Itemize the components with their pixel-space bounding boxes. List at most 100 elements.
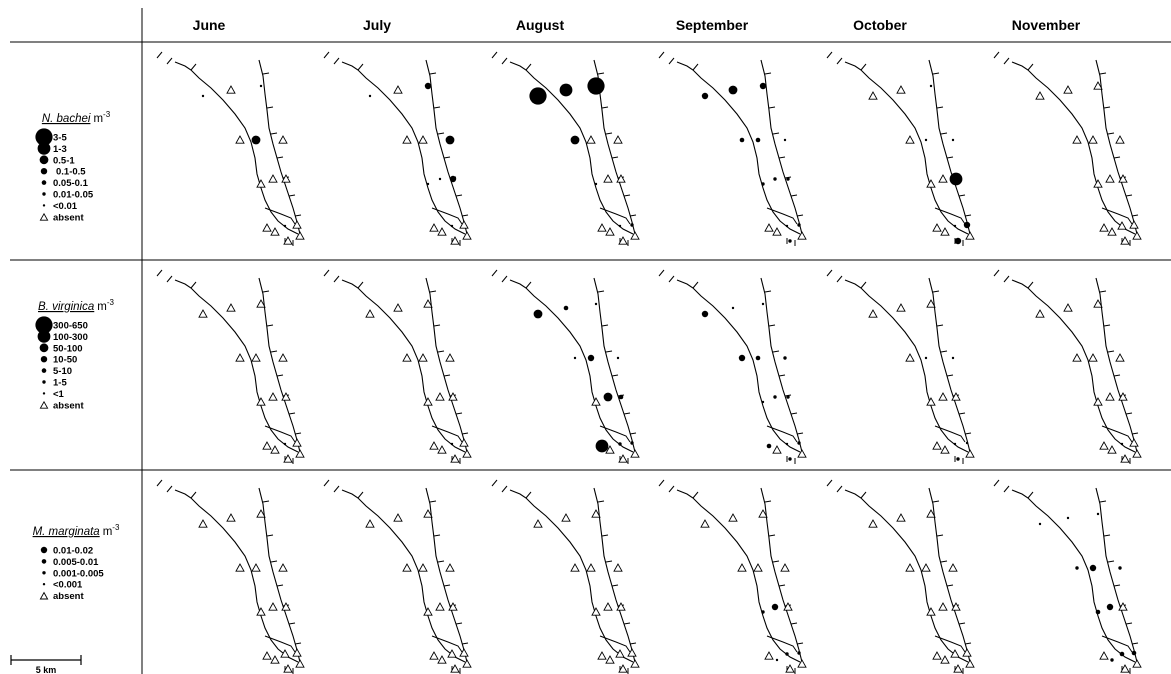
abundance-marker — [755, 137, 761, 143]
absent-marker — [437, 445, 447, 454]
jetty-tick — [323, 269, 330, 277]
absent-marker — [591, 509, 601, 518]
jetty-tick — [796, 642, 804, 645]
legend-circle-symbol — [35, 316, 53, 334]
absent-marker — [950, 649, 960, 658]
species-unit-exponent: -3 — [107, 298, 115, 307]
absent-marker — [251, 563, 261, 572]
abundance-marker — [449, 175, 457, 183]
map-2-november — [993, 479, 1142, 674]
legend-label: 0.005-0.01 — [53, 557, 99, 568]
jetty-tick — [190, 491, 197, 499]
absent-marker — [597, 651, 607, 660]
abundance-marker — [1119, 651, 1125, 657]
inlet-line — [934, 635, 966, 653]
absent-marker — [402, 135, 412, 144]
scale-bar: 5 km — [10, 655, 82, 674]
absent-marker — [616, 602, 626, 611]
absent-marker — [270, 655, 280, 664]
species-name: N. bachei — [42, 113, 91, 125]
jetty-tick — [166, 57, 173, 65]
jetty-tick — [940, 350, 948, 353]
absent-marker — [256, 397, 266, 406]
abundance-marker — [450, 442, 454, 446]
absent-marker — [905, 353, 915, 362]
absent-marker — [1132, 231, 1142, 240]
legend-circle-symbol — [40, 356, 48, 363]
jetty-tick — [455, 412, 463, 415]
absent-marker — [281, 602, 291, 611]
absent-marker — [613, 563, 623, 572]
legend-label: 3-5 — [53, 133, 67, 144]
abundance-marker — [963, 221, 971, 229]
jetty-tick — [262, 500, 270, 503]
jetty-tick — [270, 560, 278, 563]
absent-marker — [423, 509, 433, 518]
absent-marker — [797, 449, 807, 458]
abundance-marker — [739, 137, 745, 143]
abundance-marker — [594, 302, 598, 306]
absent-marker — [462, 659, 472, 668]
month-header-august: August — [516, 17, 565, 33]
jetty-tick — [768, 534, 776, 537]
absent-marker — [365, 309, 375, 318]
absent-marker — [292, 438, 302, 447]
absent-marker — [1129, 438, 1139, 447]
abundance-marker — [618, 394, 624, 400]
absent-marker — [627, 648, 637, 657]
jetty-tick — [860, 491, 867, 499]
jetty-tick — [932, 72, 940, 75]
abundance-marker — [587, 77, 605, 95]
absent-marker — [764, 651, 774, 660]
inlet-line — [766, 425, 798, 443]
absent-marker — [797, 659, 807, 668]
absent-marker — [268, 174, 278, 183]
absent-marker — [1093, 299, 1103, 308]
jetty-tick — [768, 106, 776, 109]
jetty-tick — [1003, 485, 1010, 493]
abundance-marker — [786, 395, 790, 399]
map-2-october — [826, 479, 975, 674]
jetty-tick — [491, 51, 498, 59]
jetty-tick — [357, 281, 364, 289]
absent-marker — [445, 563, 455, 572]
absent-marker — [268, 392, 278, 401]
abundance-marker — [773, 177, 777, 181]
absent-marker — [418, 563, 428, 572]
jetty-tick — [433, 324, 441, 327]
abundance-marker — [951, 138, 955, 142]
coastline-west — [844, 279, 969, 453]
jetty-tick — [764, 500, 772, 503]
jetty-tick — [266, 324, 274, 327]
absent-marker — [418, 353, 428, 362]
abundance-marker — [759, 82, 767, 90]
abundance-marker — [761, 182, 765, 186]
jetty-tick — [190, 63, 197, 71]
jetty-tick — [597, 500, 605, 503]
absent-marker — [459, 438, 469, 447]
jetty-tick — [629, 214, 637, 217]
coastline-west — [174, 279, 299, 453]
jetty-tick — [768, 324, 776, 327]
jetty-tick — [629, 432, 637, 435]
jetty-tick — [166, 485, 173, 493]
jetty-tick — [932, 500, 940, 503]
abundance-marker — [450, 224, 454, 228]
jetty-tick — [1103, 106, 1111, 109]
absent-marker — [932, 441, 942, 450]
coastline-west — [509, 61, 634, 235]
jetty-tick — [437, 350, 445, 353]
absent-marker — [618, 454, 628, 463]
jetty-tick — [276, 584, 284, 587]
absent-marker — [965, 659, 975, 668]
inlet-line — [599, 207, 631, 225]
absent-marker — [896, 85, 906, 94]
absent-marker — [797, 231, 807, 240]
absent-marker — [1120, 664, 1130, 673]
jetty-tick — [1113, 374, 1121, 377]
absent-marker — [278, 563, 288, 572]
jetty-tick — [1027, 491, 1034, 499]
abundance-marker — [1120, 442, 1124, 446]
jetty-tick — [461, 642, 469, 645]
jetty-tick — [491, 269, 498, 277]
